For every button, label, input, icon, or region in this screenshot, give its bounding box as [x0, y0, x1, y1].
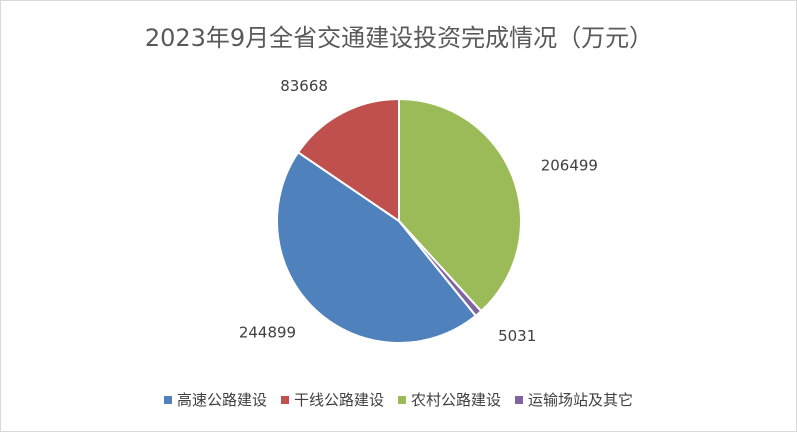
- legend-item: 运输场站及其它: [515, 389, 633, 410]
- data-label: 206499: [541, 157, 598, 175]
- data-label: 83668: [280, 77, 328, 95]
- legend-label: 运输场站及其它: [528, 391, 634, 409]
- data-label: 244899: [239, 323, 296, 341]
- legend-label: 干线公路建设: [293, 391, 384, 409]
- pie-slice: [276, 150, 478, 344]
- legend-item: 高速公路建设: [163, 389, 267, 410]
- legend-label: 高速公路建设: [176, 391, 267, 409]
- legend-swatch: [280, 395, 289, 404]
- legend-swatch: [515, 395, 524, 404]
- pie-slice: [398, 97, 522, 313]
- legend-item: 农村公路建设: [398, 389, 501, 410]
- legend-item: 干线公路建设: [280, 389, 384, 410]
- data-label: 5031: [498, 327, 536, 345]
- legend-swatch: [163, 395, 172, 404]
- pie-slice: [398, 220, 483, 318]
- pie-slice: [296, 97, 400, 223]
- legend: 高速公路建设 干线公路建设 农村公路建设 运输场站及其它: [1, 389, 796, 410]
- legend-swatch: [398, 395, 406, 404]
- chart-title: 2023年9月全省交通建设投资完成情况（万元）: [145, 24, 653, 52]
- legend-label: 农村公路建设: [411, 391, 502, 409]
